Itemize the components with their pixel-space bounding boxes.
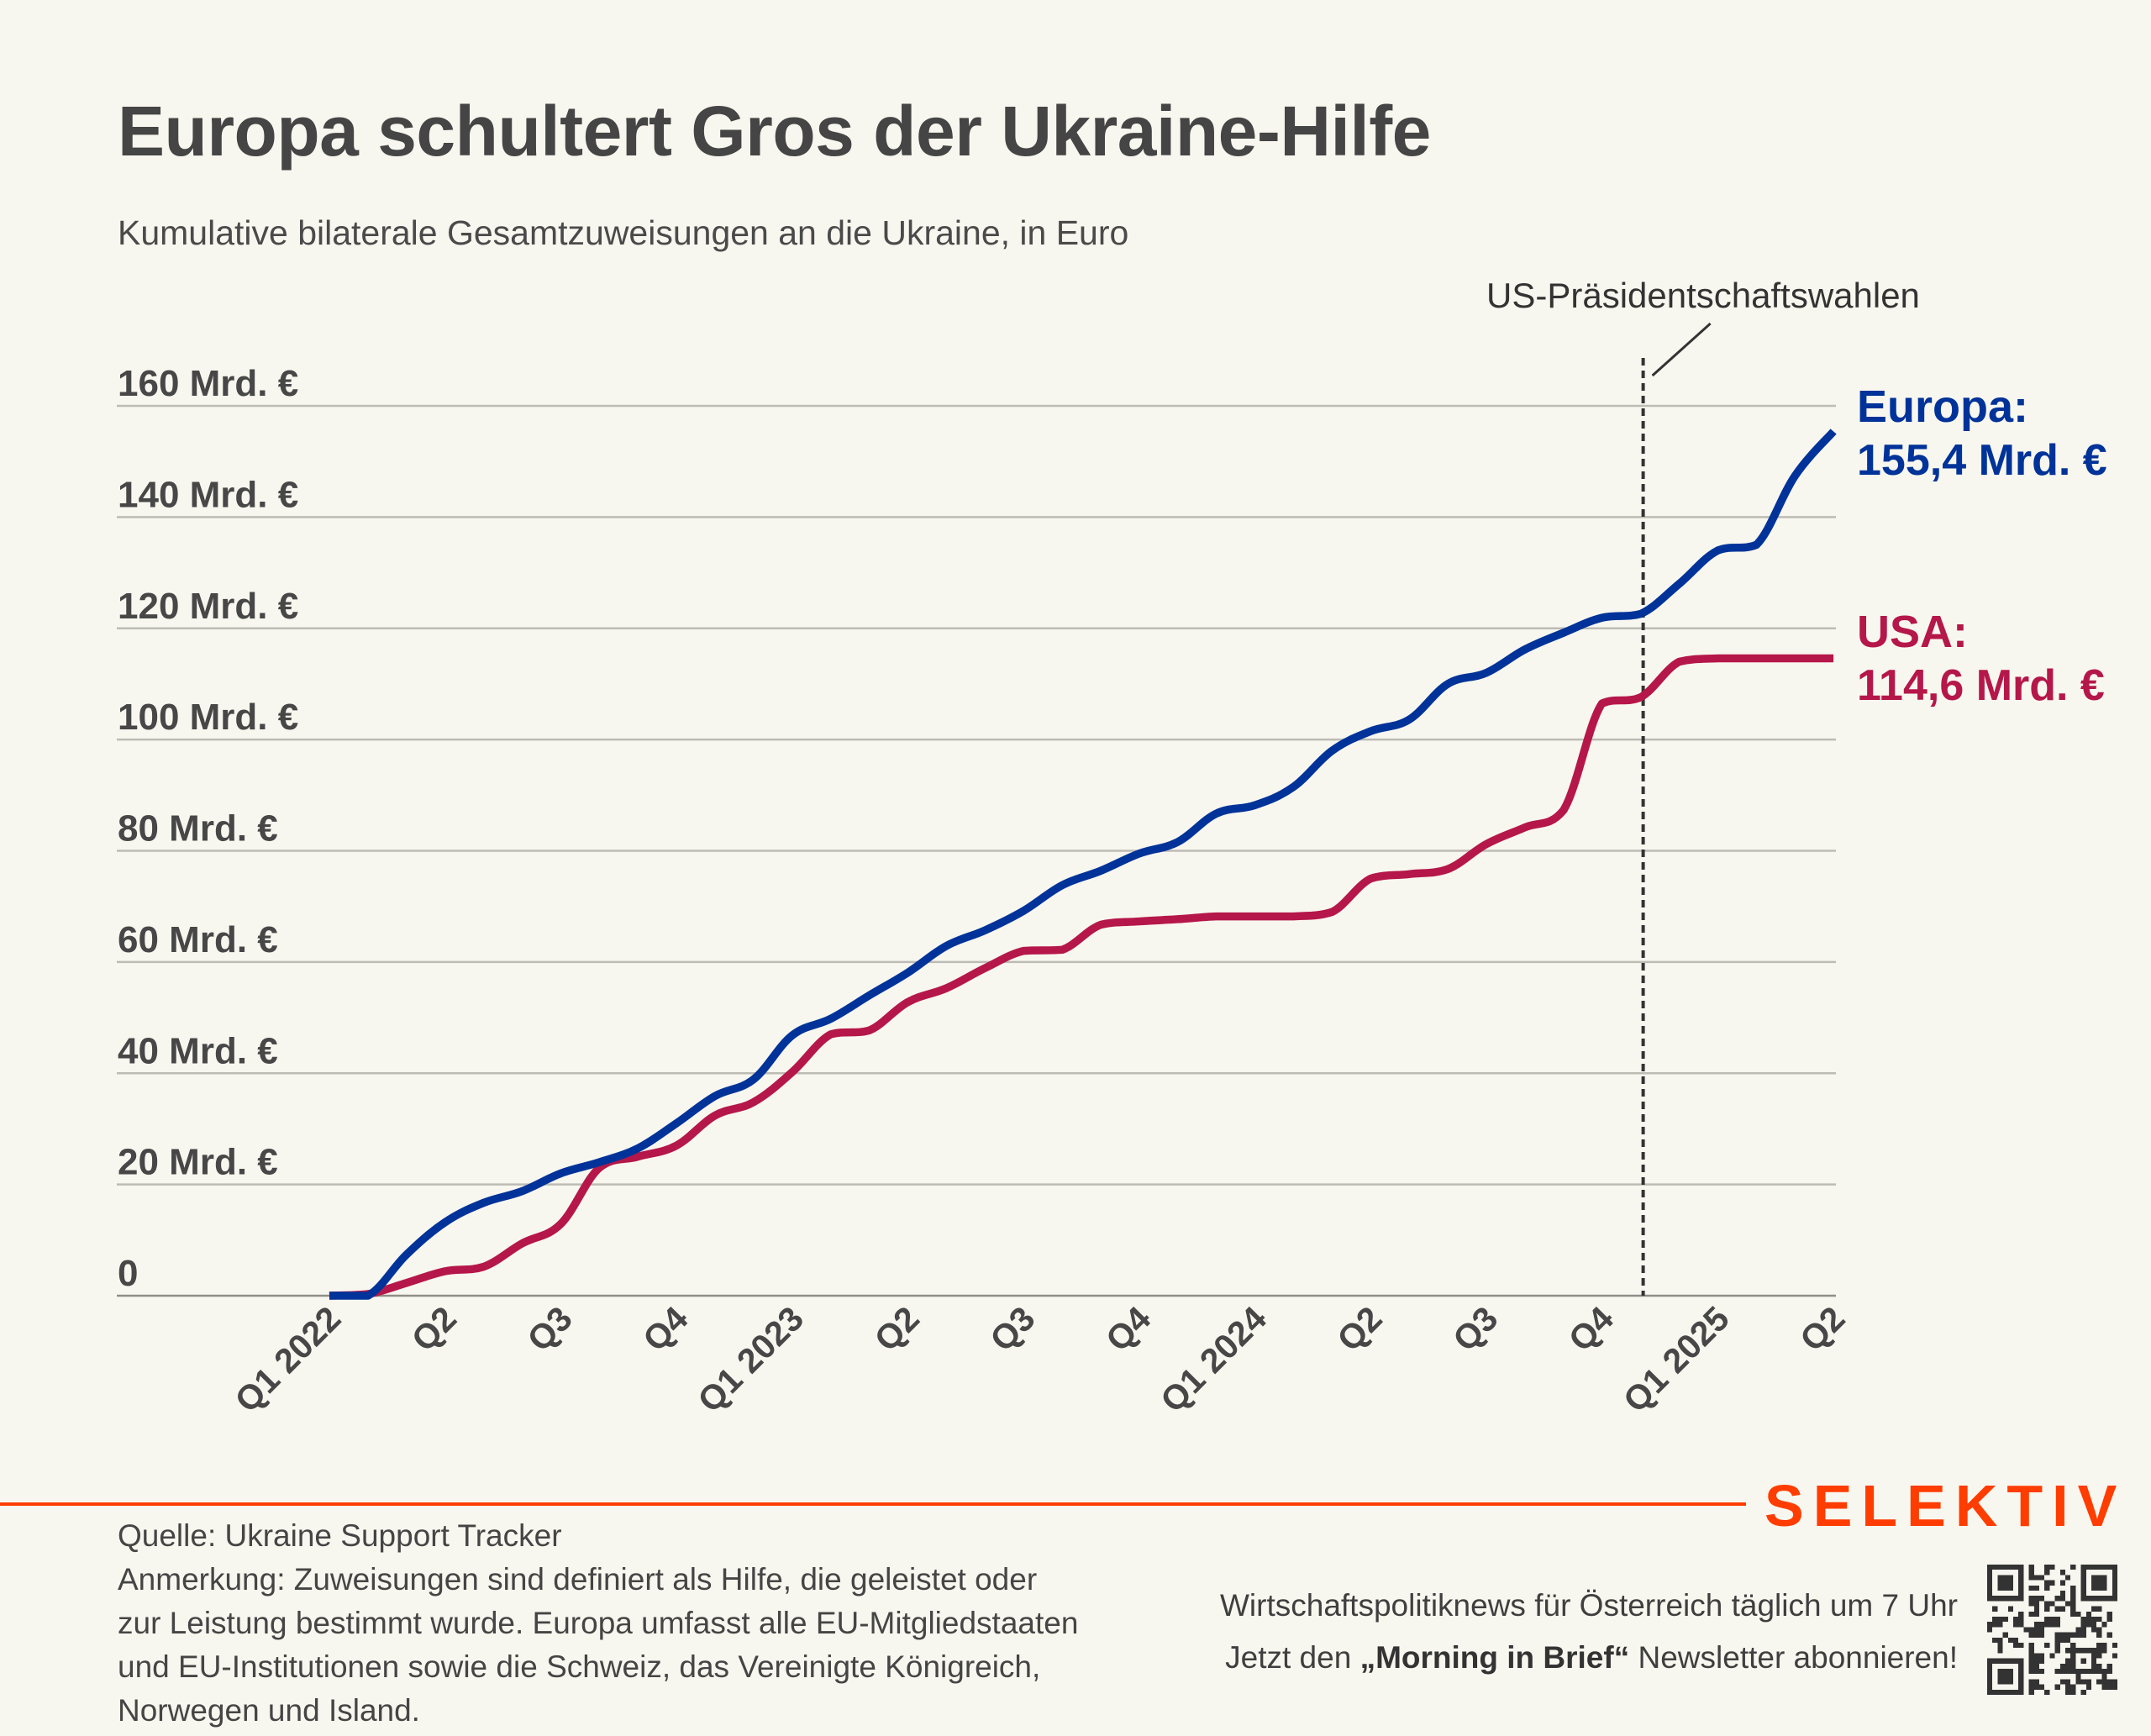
y-axis-labels: 0 20 Mrd. € 40 Mrd. € 60 Mrd. € 80 Mrd. € 100…: [118, 363, 298, 1294]
newsletter-promo: Wirtschaftspolitiknews für Österreich tä…: [1220, 1580, 1958, 1684]
end-label-name: USA:: [1857, 607, 1968, 657]
chart-subtitle: Kumulative bilaterale Gesamtzuweisungen …: [118, 213, 1129, 252]
x-tick-label: Q2: [867, 1299, 927, 1359]
x-tick-label: Q2: [1329, 1299, 1389, 1359]
x-tick-label: Q1 2022: [228, 1299, 349, 1420]
qr-code-icon[interactable]: [1987, 1565, 2117, 1695]
end-label-value: 114,6 Mrd. €: [1857, 661, 2105, 710]
brand-logo: SELEKTIV: [1764, 1473, 2127, 1539]
x-tick-label: Q4: [635, 1299, 695, 1359]
x-tick-label: Q4: [1561, 1299, 1621, 1359]
y-tick-label: 80 Mrd. €: [118, 808, 278, 850]
series-lines: [329, 429, 1837, 1300]
y-tick-label: 120 Mrd. €: [118, 586, 298, 627]
y-tick-label: 100 Mrd. €: [118, 697, 298, 738]
promo-post: Newsletter abonnieren!: [1629, 1640, 1958, 1675]
x-tick-label: Q2: [1792, 1299, 1852, 1359]
y-tick-label: 60 Mrd. €: [118, 919, 278, 960]
footnotes: Quelle: Ukraine Support Tracker Anmerkun…: [118, 1514, 1084, 1733]
y-tick-label: 40 Mrd. €: [118, 1030, 278, 1071]
x-tick-label: Q3: [982, 1299, 1042, 1359]
x-tick-label: Q3: [1445, 1299, 1505, 1359]
promo-line-1: Wirtschaftspolitiknews für Österreich tä…: [1220, 1588, 1958, 1623]
promo-line-2[interactable]: Jetzt den „Morning in Brief“ Newsletter …: [1220, 1632, 1958, 1684]
y-tick-label: 140 Mrd. €: [118, 474, 298, 515]
x-tick-label: Q2: [404, 1299, 464, 1359]
y-tick-label: 0: [118, 1253, 138, 1294]
gridlines: [117, 404, 1836, 1297]
promo-pre: Jetzt den: [1225, 1640, 1360, 1675]
y-tick-label: 160 Mrd. €: [118, 363, 298, 404]
end-label-name: Europa:: [1857, 381, 2028, 432]
annotation-label: US-Präsidentschaftswahlen: [1486, 276, 1920, 315]
x-tick-label: Q1 2024: [1153, 1299, 1274, 1420]
methodology-note: Anmerkung: Zuweisungen sind definiert al…: [118, 1562, 1079, 1728]
line-chart: 0 20 Mrd. € 40 Mrd. € 60 Mrd. € 80 Mrd. € 100…: [117, 276, 2107, 1420]
end-label-value: 155,4 Mrd. €: [1857, 436, 2107, 485]
chart-title: Europa schultert Gros der Ukraine-Hilfe: [118, 92, 1431, 171]
x-tick-label: Q1 2023: [690, 1299, 811, 1420]
annotation-leader-line: [1651, 322, 1712, 377]
election-annotation: US-Präsidentschaftswahlen: [1486, 276, 1920, 1296]
x-tick-label: Q1 2025: [1616, 1299, 1737, 1420]
series-line-usa: [329, 654, 1834, 1300]
x-tick-label: Q4: [1098, 1299, 1158, 1359]
end-labels: Europa:155,4 Mrd. € USA:114,6 Mrd. €: [1857, 381, 2107, 710]
source-note: Quelle: Ukraine Support Tracker: [118, 1518, 562, 1553]
x-tick-label: Q3: [520, 1299, 580, 1359]
y-tick-label: 20 Mrd. €: [118, 1142, 278, 1183]
newsletter-name: „Morning in Brief“: [1359, 1640, 1630, 1675]
footer-divider: [0, 1502, 1746, 1506]
series-line-europa: [329, 429, 1837, 1300]
